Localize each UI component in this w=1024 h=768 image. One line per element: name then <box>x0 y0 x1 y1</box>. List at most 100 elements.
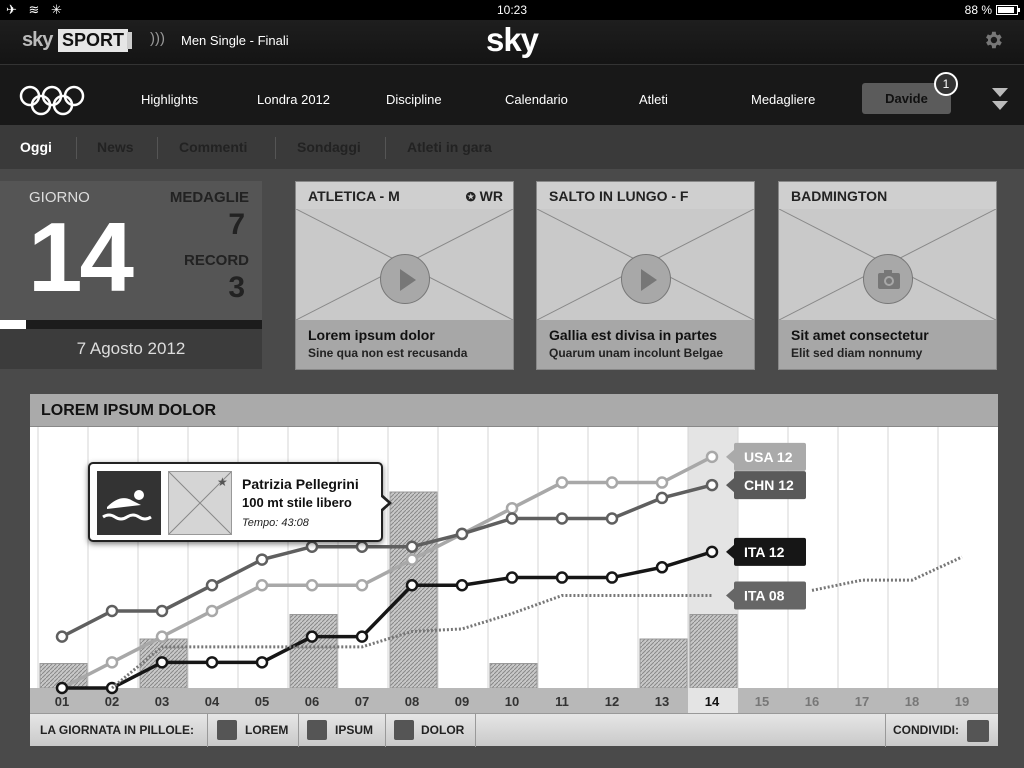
athlete-tooltip[interactable]: ★ Patrizia Pellegrini 100 mt stile liber… <box>88 462 392 542</box>
data-point <box>455 579 469 592</box>
series-tag-pointer <box>726 588 734 603</box>
play-button[interactable] <box>380 254 430 304</box>
x-tick-label: 10 <box>505 694 519 709</box>
chart-header: LOREM IPSUM DOLOR <box>30 394 998 427</box>
day-progress-bar <box>0 320 262 329</box>
data-point <box>405 540 419 553</box>
share-icon[interactable] <box>967 720 989 742</box>
tab-oggi[interactable]: Oggi <box>20 139 52 155</box>
data-point <box>155 630 169 643</box>
medals-chart-panel: 01 02 03 04 05 06 07 08 09 10 11 12 13 14 15 16 17 18 19 US… <box>30 394 998 747</box>
nav-londra-2012[interactable]: Londra 2012 <box>257 92 331 107</box>
data-point <box>505 571 519 584</box>
tab-commenti[interactable]: Commenti <box>179 139 248 155</box>
pill-lorem[interactable]: LOREM <box>245 723 289 737</box>
chevron-down-icon[interactable] <box>992 88 1008 112</box>
series-tag-label: USA 12 <box>744 449 793 465</box>
x-tick-label: 13 <box>655 694 669 709</box>
data-point <box>655 476 669 489</box>
nav-highlights[interactable]: Highlights <box>141 92 199 107</box>
gear-icon[interactable] <box>982 29 1004 51</box>
nav-discipline[interactable]: Discipline <box>386 92 442 107</box>
card-header: SALTO IN LUNGO - F <box>537 182 754 209</box>
battery-icon <box>996 5 1020 15</box>
event-title[interactable]: Men Single - Finali <box>181 33 289 48</box>
x-tick-label: 05 <box>255 694 269 709</box>
data-point <box>505 512 519 525</box>
record-label: RECORD <box>183 252 249 269</box>
pill-dolor[interactable]: DOLOR <box>421 723 465 737</box>
card-footer: Lorem ipsum dolor Sine qua non est recus… <box>296 320 513 369</box>
x-tick-label: 17 <box>855 694 869 709</box>
data-point <box>555 512 569 525</box>
series-tag-label: CHN 12 <box>744 477 794 493</box>
bar-day-10 <box>489 663 538 689</box>
camera-icon <box>878 270 900 289</box>
data-point <box>355 630 369 643</box>
main-nav: Highlights Londra 2012 Discipline Calend… <box>0 64 1024 125</box>
chart-footer-bar: LA GIORNATA IN PILLOLE: LOREM IPSUM DOLO… <box>30 713 998 747</box>
series-tag-label: ITA 08 <box>744 588 785 604</box>
nav-medagliere[interactable]: Medagliere <box>751 92 816 107</box>
sub-nav: Oggi News Commenti Sondaggi Atleti in ga… <box>0 125 1024 169</box>
footer-divider <box>298 714 299 747</box>
footer-divider <box>385 714 386 747</box>
nav-atleti[interactable]: Atleti <box>639 92 668 107</box>
bookmark-icon[interactable] <box>394 720 414 740</box>
athlete-time: Tempo: 43:08 <box>242 517 309 529</box>
day-label: GIORNO <box>29 189 90 206</box>
tab-atleti-in-gara[interactable]: Atleti in gara <box>407 139 492 155</box>
photo-button[interactable] <box>863 254 913 304</box>
medals-chart[interactable]: 01 02 03 04 05 06 07 08 09 10 11 12 13 14 15 16 17 18 19 US… <box>30 394 998 713</box>
broadcast-icon: ))) <box>150 30 165 47</box>
series-tag-box <box>734 442 806 471</box>
play-button[interactable] <box>621 254 671 304</box>
x-tick-label: 02 <box>105 694 119 709</box>
series-tag-box <box>734 537 806 566</box>
medals-count: 7 <box>228 208 245 241</box>
camera-icon[interactable] <box>307 720 327 740</box>
news-card[interactable]: BADMINGTON Sit amet consectetur Elit sed… <box>778 181 997 370</box>
tab-news[interactable]: News <box>97 139 134 155</box>
olympic-rings-icon[interactable] <box>19 85 85 117</box>
data-point <box>205 656 219 669</box>
bar-day-06 <box>289 614 338 689</box>
news-card[interactable]: ATLETICA - M ✪ WR Lorem ipsum dolor Sine… <box>295 181 514 370</box>
status-time: 10:23 <box>496 3 528 17</box>
tab-divider <box>157 137 158 159</box>
share-label: CONDIVIDI: <box>893 723 959 737</box>
footer-divider <box>207 714 208 747</box>
card-header: BADMINGTON <box>779 182 996 209</box>
x-tick-label: 14 <box>705 694 720 709</box>
battery-percent: 88 % <box>964 3 992 17</box>
data-point <box>55 681 69 695</box>
data-point <box>555 476 569 489</box>
card-header: ATLETICA - M <box>296 182 513 209</box>
data-point <box>655 491 669 505</box>
notification-badge[interactable]: 1 <box>934 72 958 96</box>
bar-chart-icon[interactable] <box>217 720 237 740</box>
data-point <box>155 656 169 669</box>
bar-day-13 <box>639 638 688 689</box>
x-tick-label: 12 <box>605 694 619 709</box>
logo-divider <box>127 32 132 49</box>
nav-calendario[interactable]: Calendario <box>505 92 568 107</box>
x-axis-band <box>30 688 998 713</box>
pill-ipsum[interactable]: IPSUM <box>335 723 374 737</box>
series-tag-box <box>734 581 806 610</box>
series-tag-label: ITA 12 <box>744 544 785 560</box>
medals-label: MEDAGLIE <box>169 189 249 206</box>
data-point <box>605 476 619 489</box>
tab-sondaggi[interactable]: Sondaggi <box>297 139 361 155</box>
brand-logo: sky <box>485 21 539 58</box>
news-card[interactable]: SALTO IN LUNGO - F Gallia est divisa in … <box>536 181 755 370</box>
card-title: Lorem ipsum dolor <box>308 327 435 343</box>
user-button[interactable]: Davide <box>862 83 951 114</box>
data-point <box>155 604 169 618</box>
pills-label: LA GIORNATA IN PILLOLE: <box>40 723 194 737</box>
play-icon <box>641 269 657 291</box>
bar-day-14 <box>689 614 738 689</box>
selected-axis-cell <box>688 688 738 713</box>
card-subtitle: Quarum unam incolunt Belgae <box>549 346 724 360</box>
card-footer: Sit amet consectetur Elit sed diam nonnu… <box>779 320 996 369</box>
